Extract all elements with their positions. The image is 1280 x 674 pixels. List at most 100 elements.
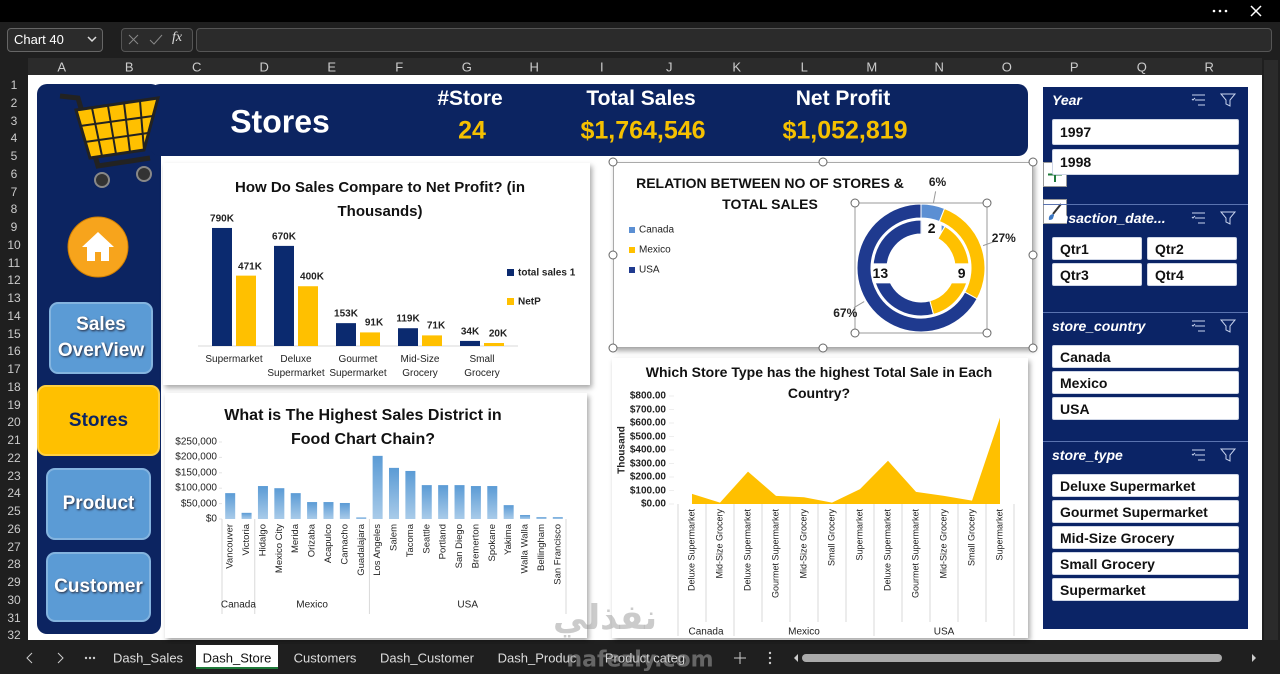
row-header: 30 — [7, 592, 21, 607]
watermark: نفذلي — [552, 598, 658, 638]
chart-frame — [612, 358, 1028, 638]
x-tick-label: Salem — [389, 524, 400, 551]
group-label: Canada — [688, 626, 724, 638]
bar — [405, 470, 416, 519]
nav-button[interactable] — [46, 552, 151, 622]
bar — [389, 467, 399, 519]
x-tick-label: Camacho — [339, 524, 350, 565]
name-box[interactable] — [7, 28, 103, 52]
slicer-item[interactable] — [1052, 237, 1142, 260]
row-header: 14 — [7, 308, 21, 323]
chart-styles-button[interactable] — [1043, 199, 1067, 224]
selection-handle[interactable] — [1028, 343, 1038, 353]
bar — [398, 328, 418, 346]
group-label: Canada — [220, 599, 256, 611]
slicer-title: store_country — [1052, 318, 1146, 334]
watermark: nafezly.com — [566, 647, 714, 673]
tab-scroll[interactable] — [20, 650, 100, 666]
home-button[interactable] — [67, 216, 129, 278]
x-tick-label: Supermarket — [994, 509, 1004, 561]
formula-input[interactable] — [196, 28, 1272, 52]
tab-tools[interactable] — [728, 648, 1280, 668]
stores-sales-donut — [608, 157, 1038, 353]
chart-title: RELATION BETWEEN NO OF STORES & TOTAL SA… — [636, 175, 904, 212]
y-tick-label: $50,000 — [180, 498, 217, 510]
data-label: 471K — [238, 261, 262, 273]
bar — [372, 455, 383, 519]
vertical-scrollbar[interactable] — [1264, 60, 1278, 640]
bar — [438, 485, 449, 519]
nav-button[interactable] — [46, 468, 151, 540]
slicer-item[interactable] — [1147, 263, 1237, 286]
slicer-icons[interactable] — [1190, 318, 1240, 334]
slicer-divider — [1043, 312, 1248, 313]
y-tick-label: $800.00 — [629, 390, 666, 402]
slicer-icons[interactable] — [1190, 447, 1240, 463]
selection-handle[interactable] — [982, 328, 992, 338]
bar — [298, 286, 318, 346]
data-label-box — [951, 263, 972, 284]
window-controls[interactable] — [1205, 2, 1275, 20]
slicer-item[interactable] — [1052, 474, 1239, 497]
slicer-icons[interactable] — [1190, 210, 1240, 226]
slicer-item[interactable] — [1052, 552, 1239, 575]
slicer-item[interactable] — [1052, 397, 1239, 420]
x-tick-label: Mid-Size Grocery — [400, 354, 440, 379]
slicer-title: store_type — [1052, 447, 1123, 463]
row-header: 12 — [7, 273, 21, 288]
slicer-item-label: Small Grocery — [1060, 555, 1155, 572]
formula-icons[interactable] — [126, 32, 171, 48]
y-tick-label: $250,000 — [175, 436, 217, 448]
slicer-divider — [1043, 204, 1248, 205]
slicer-item[interactable] — [1052, 149, 1239, 175]
selection-handle[interactable] — [608, 250, 618, 260]
slicer-item[interactable] — [1052, 526, 1239, 549]
bar — [520, 514, 531, 519]
slicer-item[interactable] — [1052, 263, 1142, 286]
clear-filter-icon — [1219, 448, 1237, 462]
slicer-item[interactable] — [1052, 371, 1239, 394]
leader-line — [853, 301, 865, 309]
slicer-item[interactable] — [1052, 578, 1239, 601]
bar — [274, 488, 285, 519]
group-label: USA — [457, 599, 478, 611]
selection-handle[interactable] — [1028, 157, 1038, 167]
nav-button[interactable] — [49, 302, 153, 374]
selection-handle[interactable] — [982, 198, 992, 208]
bar — [336, 323, 356, 346]
slicer-item[interactable] — [1147, 237, 1237, 260]
slicer-item[interactable] — [1052, 119, 1239, 145]
dropdown-arrow[interactable] — [86, 33, 98, 45]
nav-label: Customer — [54, 576, 143, 597]
y-tick-label: $200.00 — [629, 471, 666, 483]
row-header: 25 — [7, 504, 21, 518]
bar — [487, 486, 498, 519]
data-label: 20K — [488, 328, 508, 340]
nav-label: Stores — [68, 409, 129, 431]
selection-handle[interactable] — [850, 198, 860, 208]
group-label: USA — [933, 626, 955, 638]
x-tick-label: Deluxe Supermarket — [686, 509, 696, 592]
slicer-item[interactable] — [1052, 345, 1239, 368]
selection-handle[interactable] — [850, 328, 860, 338]
slicer-item[interactable] — [1052, 500, 1239, 523]
nav-button[interactable] — [37, 385, 160, 456]
bar — [360, 332, 380, 346]
selection-handle[interactable] — [818, 157, 828, 167]
selection-handle[interactable] — [1028, 250, 1038, 260]
selection-handle[interactable] — [608, 343, 618, 353]
donut-slice — [856, 203, 978, 333]
row-header: 17 — [7, 362, 21, 376]
active-tab[interactable] — [196, 645, 278, 669]
x-tick-label: Gourmet Supermarket — [910, 509, 920, 599]
selection-handle[interactable] — [608, 157, 618, 167]
x-tick-label: Mexico City — [274, 524, 285, 573]
slicer-icons[interactable] — [1190, 92, 1240, 108]
fx-label: fx — [172, 30, 183, 45]
title-bar — [0, 0, 1280, 22]
data-label: 670K — [272, 231, 296, 243]
column-header: A — [57, 59, 67, 75]
selection-handle[interactable] — [818, 343, 828, 353]
y-tick-label: $500.00 — [629, 431, 666, 442]
column-header: Q — [1136, 59, 1147, 75]
